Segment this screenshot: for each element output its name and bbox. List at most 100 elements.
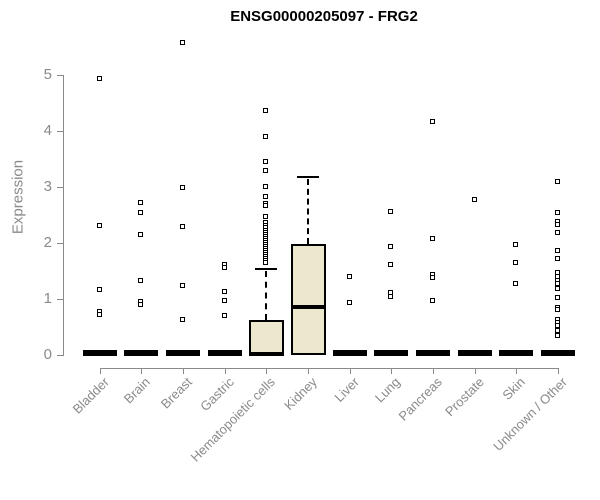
outlier-point xyxy=(180,184,186,190)
median-line xyxy=(290,305,326,310)
x-tick xyxy=(349,368,351,374)
outlier-point xyxy=(388,208,394,214)
x-tick xyxy=(141,368,143,374)
outlier-point xyxy=(554,229,560,235)
outlier-point xyxy=(346,274,352,280)
zero-bar xyxy=(166,350,201,356)
outlier-point xyxy=(263,213,269,219)
y-tick-label: 2 xyxy=(43,234,52,251)
outlier-point xyxy=(221,298,227,304)
y-tick-label: 1 xyxy=(43,290,52,307)
whisker xyxy=(265,271,268,321)
x-category-label: Unknown / Other xyxy=(490,374,570,454)
x-tick xyxy=(308,368,309,374)
outlier-point xyxy=(471,197,477,203)
y-tick xyxy=(57,243,63,244)
y-tick-label: 0 xyxy=(43,346,52,363)
outlier-point xyxy=(388,293,394,299)
outlier-point xyxy=(554,307,560,313)
y-tick-label: 5 xyxy=(43,66,52,83)
outlier-point xyxy=(263,158,269,164)
outlier-point xyxy=(554,280,560,286)
zero-bar xyxy=(82,350,117,356)
x-tick xyxy=(183,368,185,374)
y-tick xyxy=(57,131,63,132)
x-tick xyxy=(557,368,559,374)
zero-bar xyxy=(540,350,575,356)
outlier-point xyxy=(263,260,269,266)
outlier-point xyxy=(263,203,269,209)
outlier-point xyxy=(263,184,269,189)
zero-bar xyxy=(374,350,409,356)
zero-bar xyxy=(415,350,450,356)
outlier-point xyxy=(554,210,560,216)
outlier-point xyxy=(96,287,102,293)
outlier-point xyxy=(388,243,394,249)
median-line xyxy=(248,351,284,356)
outlier-point xyxy=(138,278,144,284)
outlier-point xyxy=(263,108,269,114)
outlier-point xyxy=(429,119,435,125)
y-tick-label: 3 xyxy=(43,178,52,195)
outlier-point xyxy=(138,232,144,238)
zero-bar xyxy=(499,350,534,356)
outlier-point xyxy=(554,178,560,184)
outlier-point xyxy=(554,248,560,254)
outlier-point xyxy=(138,200,144,206)
outlier-point xyxy=(263,167,269,173)
outlier-point xyxy=(554,221,560,227)
x-tick xyxy=(99,368,101,374)
outlier-point xyxy=(513,242,519,248)
x-tick xyxy=(432,368,434,374)
outlier-point xyxy=(513,260,519,266)
outlier-point xyxy=(221,312,227,318)
y-tick xyxy=(57,299,63,300)
outlier-point xyxy=(513,281,519,287)
whisker-cap xyxy=(297,176,319,179)
zero-bar xyxy=(207,350,242,356)
outlier-point xyxy=(554,323,560,329)
outlier-point xyxy=(346,299,352,305)
outlier-point xyxy=(138,210,144,216)
y-tick xyxy=(57,355,63,356)
x-tick xyxy=(266,368,268,374)
chart-title: ENSG00000205097 - FRG2 xyxy=(230,8,418,25)
x-tick xyxy=(516,368,518,374)
outlier-point xyxy=(138,301,144,307)
outlier-point xyxy=(221,289,227,295)
outlier-point xyxy=(180,39,186,45)
outlier-point xyxy=(429,274,435,280)
outlier-point xyxy=(221,265,227,271)
outlier-point xyxy=(554,255,560,261)
x-tick xyxy=(474,368,476,374)
y-tick xyxy=(57,187,63,188)
outlier-point xyxy=(263,193,269,199)
box xyxy=(290,244,326,355)
outlier-point xyxy=(96,223,102,229)
outlier-point xyxy=(554,295,560,301)
whisker-cap xyxy=(255,268,278,271)
zero-bar xyxy=(124,350,159,356)
outlier-point xyxy=(554,286,560,292)
y-axis-label: Expression xyxy=(9,159,27,235)
zero-bar xyxy=(332,350,367,356)
outlier-point xyxy=(180,283,186,289)
outlier-point xyxy=(554,332,560,338)
y-tick xyxy=(57,75,63,76)
box xyxy=(248,320,284,355)
outlier-point xyxy=(96,75,102,81)
outlier-point xyxy=(429,236,435,242)
y-tick-label: 4 xyxy=(43,122,52,139)
outlier-point xyxy=(388,262,394,268)
outlier-point xyxy=(180,316,186,322)
outlier-point xyxy=(429,297,435,303)
outlier-point xyxy=(180,223,186,229)
outlier-point xyxy=(96,311,102,317)
y-axis-line xyxy=(63,75,64,356)
x-tick xyxy=(391,368,393,374)
x-axis-line xyxy=(99,368,559,369)
zero-bar xyxy=(457,350,492,356)
whisker xyxy=(307,179,309,245)
outlier-point xyxy=(263,133,269,139)
